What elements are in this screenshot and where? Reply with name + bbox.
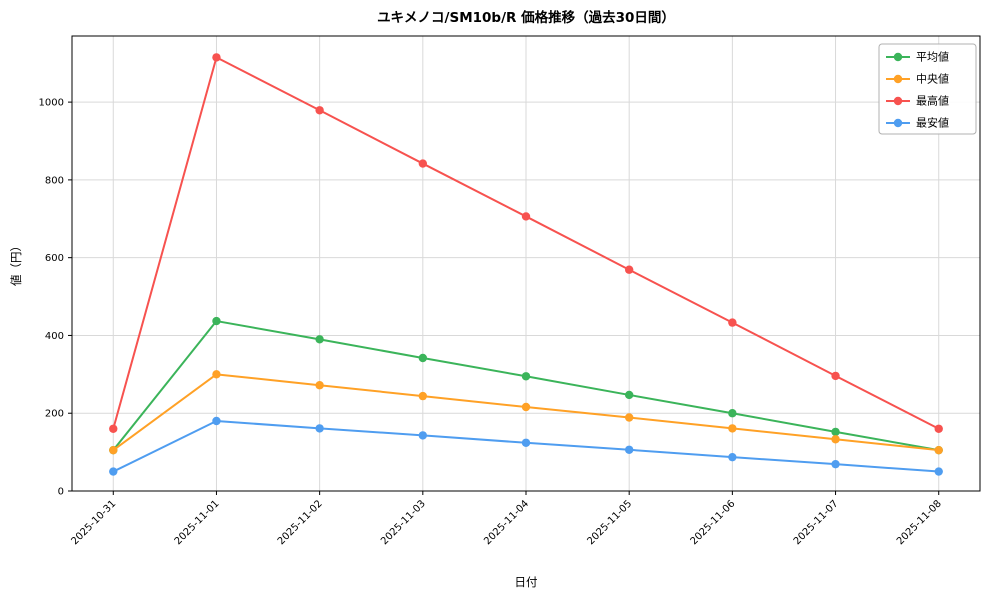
- series-point-max: [212, 53, 221, 62]
- legend-item-max: 最高値: [886, 94, 949, 108]
- series-min: [109, 416, 943, 476]
- legend-box: [878, 43, 977, 135]
- series-point-average: [418, 353, 428, 363]
- y-tick-label: 600: [45, 253, 64, 264]
- y-tick-label: 0: [58, 487, 64, 498]
- x-tick-label: 2025-11-06: [689, 498, 738, 547]
- series-point-max: [728, 318, 737, 327]
- x-tick-label: 2025-11-08: [895, 498, 944, 547]
- legend-marker-dot-min: [893, 118, 903, 128]
- series-point-min: [521, 438, 531, 447]
- x-tick-label: 2025-11-04: [482, 498, 531, 547]
- legend-label-max: 最高値: [916, 94, 949, 108]
- series-point-max: [315, 106, 324, 115]
- series-point-median: [418, 391, 428, 401]
- series-point-max: [624, 265, 634, 274]
- series-point-average: [521, 372, 531, 381]
- x-tick-label: 2025-11-07: [792, 498, 841, 547]
- series-point-median: [521, 402, 531, 412]
- chart-generated-content: 0 200 400 600 800 1000 2025-10-31 2025-11-01 202…: [39, 35, 981, 548]
- x-tick-label: 2025-11-01: [173, 498, 222, 547]
- legend-marker-dot-max: [893, 96, 903, 106]
- y-axis-label: 値（円）: [9, 240, 23, 286]
- series-point-average: [831, 427, 840, 437]
- x-axis-label: 日付: [515, 575, 538, 589]
- series-point-median: [934, 445, 943, 455]
- series-point-median: [212, 370, 221, 379]
- y-tick-label: 200: [45, 409, 64, 420]
- series-point-median: [728, 424, 737, 433]
- legend-label-min: 最安値: [916, 116, 949, 130]
- legend-item-min: 最安値: [886, 116, 949, 130]
- series-point-min: [109, 467, 118, 476]
- x-tick-label: 2025-11-05: [585, 498, 634, 547]
- series-point-max: [418, 159, 428, 168]
- legend-item-average: 平均値: [886, 51, 949, 64]
- x-tick-label: 2025-11-03: [379, 498, 428, 547]
- series-point-min: [831, 459, 840, 469]
- grid-lines: [72, 36, 980, 492]
- series-point-median: [315, 381, 324, 390]
- y-tick-label: 800: [45, 175, 64, 186]
- legend-marker-dot-median: [893, 74, 903, 84]
- series-point-min: [728, 452, 737, 462]
- x-tick-label: 2025-11-02: [276, 498, 325, 547]
- legend-item-median: 中央値: [886, 73, 949, 86]
- series-point-average: [728, 409, 737, 418]
- series-point-min: [315, 424, 324, 433]
- series-point-average: [624, 390, 634, 400]
- axis-ticks: 0 200 400 600 800 1000 2025-10-31 2025-11-01 202…: [39, 98, 944, 548]
- y-tick-label: 400: [45, 331, 64, 342]
- chart-title: ユキメノコ/SM10b/R 価格推移（過去30日間）: [377, 9, 675, 26]
- series-point-max: [831, 371, 840, 381]
- series-point-median: [624, 413, 634, 422]
- series-max: [109, 53, 943, 433]
- series-median: [109, 370, 943, 455]
- series-point-median: [831, 435, 840, 444]
- series-point-max: [109, 424, 118, 433]
- y-tick-label: 1000: [39, 98, 64, 109]
- legend-marker-dot-average: [893, 52, 903, 62]
- series-point-median: [109, 445, 118, 455]
- series-point-min: [212, 416, 221, 426]
- series-point-min: [624, 445, 634, 454]
- series-point-max: [934, 424, 943, 433]
- legend-label-average: 平均値: [916, 51, 949, 64]
- x-tick-label: 2025-10-31: [70, 498, 119, 547]
- series-point-min: [418, 431, 428, 440]
- series-point-max: [521, 212, 531, 221]
- legend-label-median: 中央値: [916, 73, 949, 86]
- series-point-average: [315, 335, 324, 344]
- series-point-average: [212, 316, 221, 326]
- series-point-min: [934, 467, 943, 476]
